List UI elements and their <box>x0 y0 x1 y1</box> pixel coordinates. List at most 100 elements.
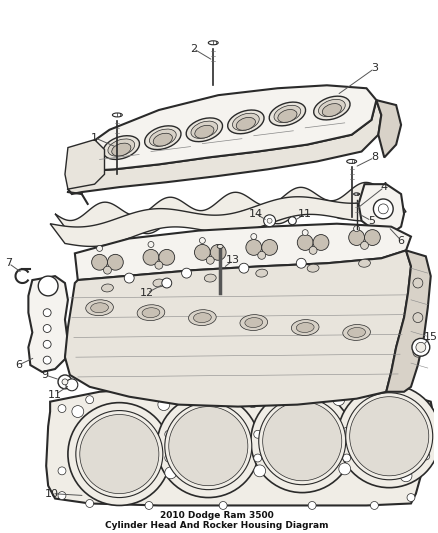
Circle shape <box>371 391 378 399</box>
Circle shape <box>288 217 296 225</box>
Ellipse shape <box>240 314 268 330</box>
Circle shape <box>364 230 380 246</box>
Circle shape <box>395 402 407 415</box>
Circle shape <box>259 398 346 484</box>
Circle shape <box>165 454 173 462</box>
Circle shape <box>143 249 159 265</box>
Circle shape <box>148 241 154 247</box>
Text: 2010 Dodge Ram 3500
Cylinder Head And Rocker Housing Diagram: 2010 Dodge Ram 3500 Cylinder Head And Ro… <box>106 511 329 530</box>
Text: 6: 6 <box>398 236 405 246</box>
Circle shape <box>353 225 360 232</box>
Ellipse shape <box>112 143 131 156</box>
Circle shape <box>422 452 430 460</box>
Text: 4: 4 <box>381 182 388 192</box>
Circle shape <box>43 356 51 364</box>
Circle shape <box>43 309 51 317</box>
Polygon shape <box>50 194 406 246</box>
Circle shape <box>43 325 51 333</box>
Circle shape <box>267 219 272 223</box>
Text: 11: 11 <box>298 209 312 219</box>
Circle shape <box>254 465 265 477</box>
Circle shape <box>162 278 172 288</box>
Circle shape <box>72 406 84 417</box>
Circle shape <box>371 502 378 510</box>
Polygon shape <box>68 100 381 194</box>
Ellipse shape <box>233 113 259 131</box>
Circle shape <box>76 410 163 497</box>
Circle shape <box>58 491 66 499</box>
Ellipse shape <box>318 99 345 117</box>
Ellipse shape <box>103 136 139 159</box>
Circle shape <box>43 341 51 348</box>
Circle shape <box>92 254 107 270</box>
Ellipse shape <box>228 110 264 134</box>
Circle shape <box>58 405 66 413</box>
Ellipse shape <box>108 139 135 156</box>
Circle shape <box>374 199 393 219</box>
Text: 5: 5 <box>368 216 375 226</box>
Ellipse shape <box>191 121 218 139</box>
Circle shape <box>309 246 317 254</box>
Circle shape <box>413 278 423 288</box>
Ellipse shape <box>137 305 165 321</box>
Circle shape <box>258 252 265 259</box>
Circle shape <box>210 245 226 260</box>
Ellipse shape <box>348 327 365 337</box>
Circle shape <box>339 463 351 475</box>
Circle shape <box>247 395 259 408</box>
Circle shape <box>416 342 426 352</box>
Ellipse shape <box>291 320 319 335</box>
Polygon shape <box>28 276 68 372</box>
Text: 8: 8 <box>371 152 378 163</box>
Ellipse shape <box>274 106 301 123</box>
Circle shape <box>296 259 306 268</box>
Circle shape <box>165 430 173 438</box>
Text: 2: 2 <box>190 44 197 54</box>
Circle shape <box>246 239 261 255</box>
Ellipse shape <box>256 269 268 277</box>
Circle shape <box>413 348 423 357</box>
Circle shape <box>86 499 94 507</box>
Circle shape <box>413 313 423 322</box>
Circle shape <box>58 375 72 389</box>
Circle shape <box>400 470 412 482</box>
Circle shape <box>80 415 159 494</box>
Circle shape <box>343 454 351 462</box>
Circle shape <box>206 256 214 264</box>
Circle shape <box>199 238 205 244</box>
Circle shape <box>159 249 175 265</box>
Circle shape <box>66 379 78 391</box>
Circle shape <box>145 390 153 398</box>
Circle shape <box>251 233 257 239</box>
Circle shape <box>169 407 248 486</box>
Ellipse shape <box>188 310 216 326</box>
Circle shape <box>407 494 415 502</box>
Ellipse shape <box>102 284 113 292</box>
Ellipse shape <box>343 325 371 341</box>
Ellipse shape <box>195 125 214 138</box>
Ellipse shape <box>86 300 113 316</box>
Circle shape <box>313 235 329 251</box>
Polygon shape <box>376 100 401 157</box>
Text: 3: 3 <box>371 63 378 74</box>
Text: 11: 11 <box>48 390 62 400</box>
Ellipse shape <box>142 308 160 318</box>
Polygon shape <box>65 251 411 407</box>
Ellipse shape <box>307 264 319 272</box>
Text: 1: 1 <box>91 133 98 143</box>
Circle shape <box>158 399 170 410</box>
Circle shape <box>219 502 227 510</box>
Ellipse shape <box>149 129 176 147</box>
Polygon shape <box>386 251 431 392</box>
Circle shape <box>254 430 261 438</box>
Ellipse shape <box>296 322 314 333</box>
Circle shape <box>333 394 345 406</box>
Ellipse shape <box>153 133 173 146</box>
Circle shape <box>263 402 342 481</box>
Text: 10: 10 <box>45 489 59 498</box>
Circle shape <box>308 502 316 510</box>
Ellipse shape <box>347 159 357 164</box>
Ellipse shape <box>194 313 211 322</box>
Ellipse shape <box>217 245 223 248</box>
Circle shape <box>103 266 111 274</box>
